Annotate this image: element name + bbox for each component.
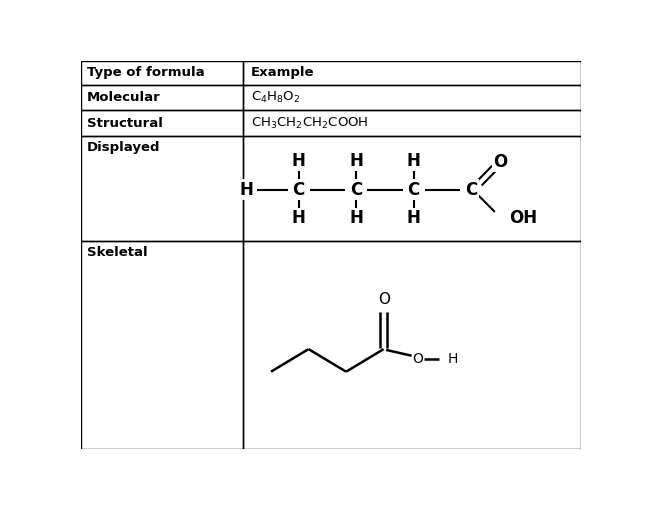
Text: C: C [293, 181, 305, 198]
Text: Molecular: Molecular [87, 91, 160, 104]
Text: O: O [412, 352, 423, 366]
Text: H: H [448, 352, 458, 366]
Text: Skeletal: Skeletal [87, 246, 147, 259]
Text: Example: Example [251, 66, 315, 79]
Text: H: H [407, 209, 421, 227]
Text: H: H [291, 152, 306, 170]
Text: C: C [350, 181, 362, 198]
Text: C: C [408, 181, 420, 198]
Text: C: C [465, 181, 477, 198]
Text: OH: OH [509, 209, 537, 227]
Text: H: H [291, 209, 306, 227]
Text: H: H [407, 152, 421, 170]
Text: CH$_3$CH$_2$CH$_2$COOH: CH$_3$CH$_2$CH$_2$COOH [251, 116, 368, 131]
Text: O: O [493, 154, 507, 172]
Text: Displayed: Displayed [87, 141, 160, 154]
Text: H: H [349, 152, 363, 170]
Text: Type of formula: Type of formula [87, 66, 204, 79]
Text: H: H [239, 181, 253, 198]
Text: H: H [349, 209, 363, 227]
Text: Structural: Structural [87, 117, 163, 130]
Text: O: O [378, 292, 390, 307]
Text: C$_4$H$_8$O$_2$: C$_4$H$_8$O$_2$ [251, 90, 300, 105]
